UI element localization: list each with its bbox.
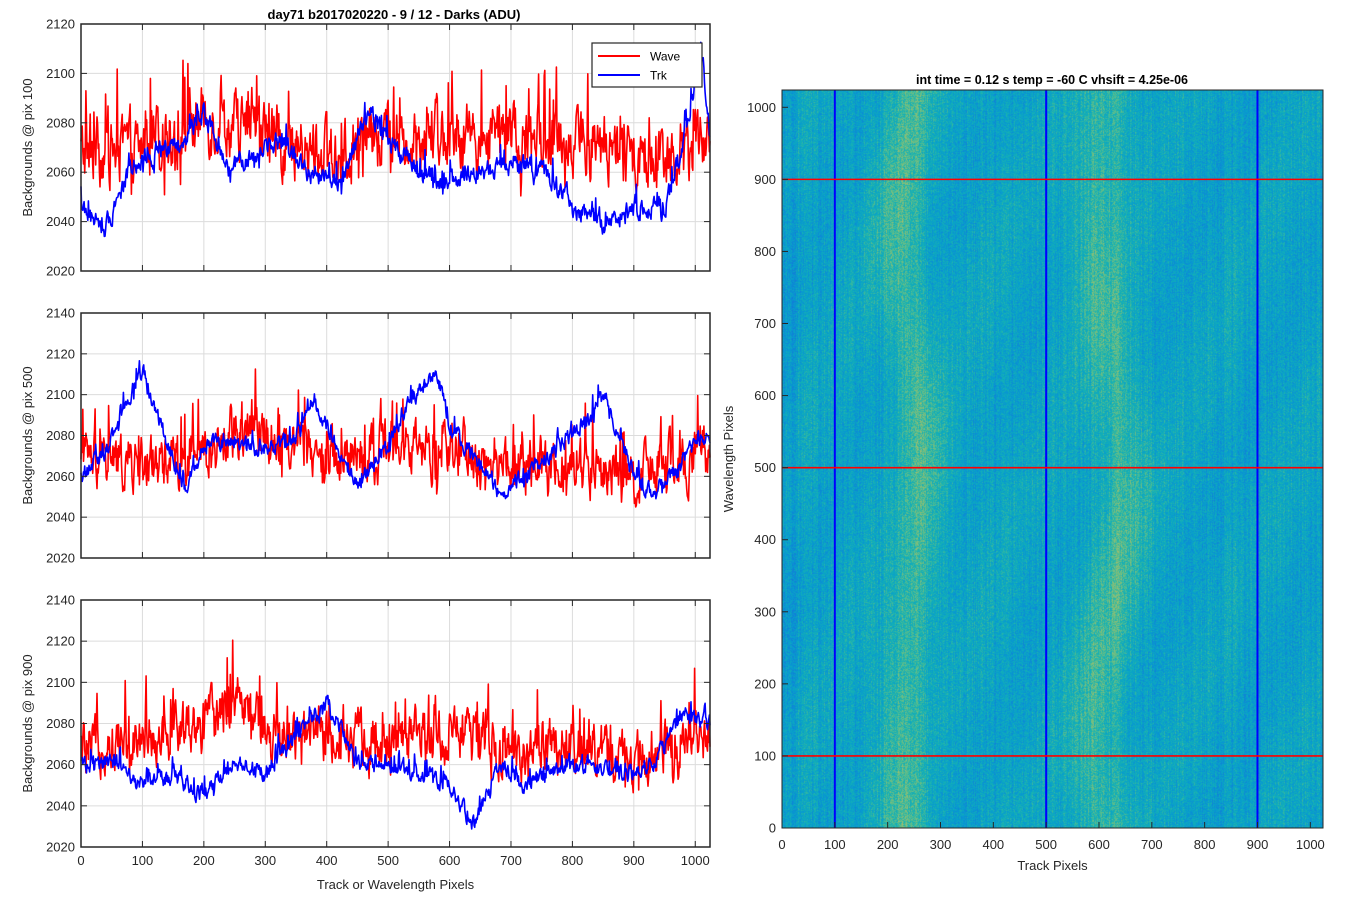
x-tick-label: 0 [77,853,84,868]
y-tick-label: 2100 [46,387,75,402]
legend-label-trk: Trk [650,69,668,83]
y-tick-label: 2100 [46,66,75,81]
heatmap-x-tick-label: 700 [1141,837,1163,852]
y-tick-label: 2060 [46,165,75,180]
y-tick-label: 2120 [46,634,75,649]
heatmap-y-tick-label: 400 [754,532,776,547]
y-tick-label: 2140 [46,306,75,321]
axes-box [80,23,711,272]
y-tick-label: 2120 [46,346,75,361]
heatmap-x-tick-label: 600 [1088,837,1110,852]
y-tick-label: 2120 [46,17,75,32]
series-line-wave [80,368,711,508]
x-tick-label: 300 [254,853,276,868]
heatmap-plot: 0 100 200 300 400 500 600 700 800 900 1000 0 100 200 3… [721,89,1325,873]
y-tick-label: 2100 [46,675,75,690]
heatmap-x-tick-label: 100 [824,837,846,852]
y-axis-label: Backgrounds @ pix 900 [20,654,35,792]
series-line-trk [80,694,711,830]
heatmap-y-tick-label: 1000 [747,100,776,115]
x-tick-label: 100 [132,853,154,868]
legend-label-wave: Wave [650,50,681,64]
heatmap-x-tick-label: 900 [1247,837,1269,852]
x-axis-label: Track or Wavelength Pixels [317,877,475,892]
line-plot-pix-100: 2020 2040 2060 2080 2100 2120 Backgrounds @ pi… [20,17,711,279]
heatmap-y-tick-label: 0 [769,821,776,836]
figure-title: day71 b2017020220 - 9 / 12 - Darks (ADU) [268,7,521,22]
y-tick-label: 2080 [46,115,75,130]
y-tick-label: 2080 [46,428,75,443]
y-tick-label: 2080 [46,716,75,731]
heatmap-y-tick-label: 200 [754,676,776,691]
heatmap-x-tick-label: 1000 [1296,837,1325,852]
series-line-trk [80,359,711,500]
y-tick-label: 2060 [46,757,75,772]
heatmap-x-tick-label: 800 [1194,837,1216,852]
heatmap-x-tick-label: 200 [877,837,899,852]
heatmap-x-tick-label: 0 [778,837,785,852]
heatmap-y-tick-label: 500 [754,460,776,475]
y-tick-label: 2060 [46,469,75,484]
heatmap-y-tick-label: 700 [754,316,776,331]
heatmap-x-tick-label: 400 [982,837,1004,852]
x-tick-label: 700 [500,853,522,868]
y-tick-label: 2040 [46,510,75,525]
line-plot-pix-500: 2020 2040 2060 2080 2100 2120 2140 Backgrounds … [20,306,711,566]
heatmap-x-tick-label: 500 [1035,837,1057,852]
y-tick-label: 2140 [46,593,75,608]
y-tick-label: 2020 [46,840,75,855]
x-tick-label: 900 [623,853,645,868]
heatmap-y-tick-label: 300 [754,604,776,619]
heatmap-axes-box [781,89,1324,829]
heatmap-y-tick-label: 600 [754,388,776,403]
y-axis-label: Backgrounds @ pix 500 [20,366,35,504]
x-tick-label: 800 [562,853,584,868]
heatmap-title: int time = 0.12 s temp = -60 C vhsift = … [916,73,1188,87]
x-tick-label: 600 [439,853,461,868]
line-plot-pix-900: 0 100 200 300 400 500 600 700 800 900 1000 2020 2040… [20,593,711,892]
heatmap-x-axis-label: Track Pixels [1017,858,1088,873]
heatmap-y-tick-label: 100 [754,748,776,763]
x-tick-label: 200 [193,853,215,868]
x-tick-label: 1000 [681,853,710,868]
x-tick-label: 400 [316,853,338,868]
series-line-wave [80,639,711,794]
x-tick-label: 500 [377,853,399,868]
y-tick-label: 2020 [46,551,75,566]
heatmap-image [782,90,1323,828]
heatmap-y-tick-label: 900 [754,172,776,187]
series-line-trk [80,41,711,238]
y-tick-label: 2020 [46,264,75,279]
legend-box [591,42,703,88]
y-tick-label: 2040 [46,798,75,813]
y-tick-label: 2040 [46,214,75,229]
heatmap-canvas [782,90,1323,828]
y-axis-label: Backgrounds @ pix 100 [20,78,35,216]
heatmap-x-tick-label: 300 [930,837,952,852]
heatmap-y-tick-label: 800 [754,244,776,259]
heatmap-y-axis-label: Wavelength Pixels [721,405,736,512]
